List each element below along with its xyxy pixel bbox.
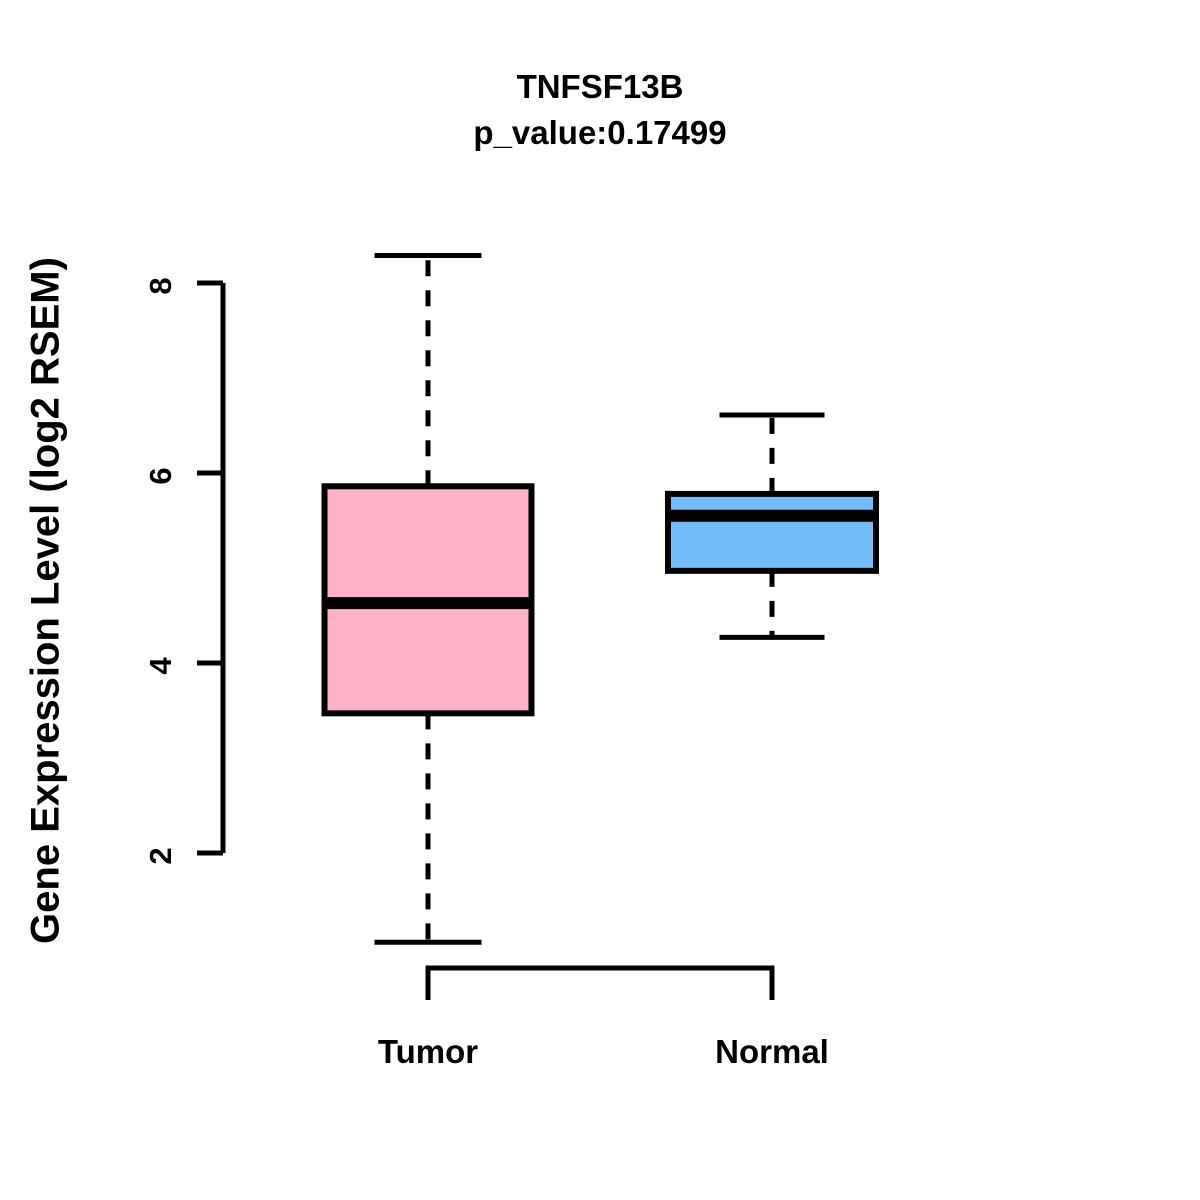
x-tick-label-normal: Normal bbox=[715, 1033, 829, 1070]
page-title: TNFSF13B bbox=[516, 68, 684, 105]
box-normal[interactable] bbox=[665, 412, 879, 640]
chart-title-block: TNFSF13B p_value:0.17499 bbox=[0, 64, 1200, 156]
x-tick-label-tumor: Tumor bbox=[377, 1033, 479, 1070]
x-axis-line bbox=[425, 965, 775, 1000]
box-rect-normal[interactable] bbox=[665, 490, 879, 574]
chart-subtitle-pvalue: p_value:0.17499 bbox=[473, 114, 727, 151]
boxplot-series-group bbox=[321, 252, 879, 945]
y-axis-line bbox=[197, 280, 226, 856]
box-tumor[interactable] bbox=[321, 252, 535, 945]
axes-group bbox=[197, 280, 775, 1000]
